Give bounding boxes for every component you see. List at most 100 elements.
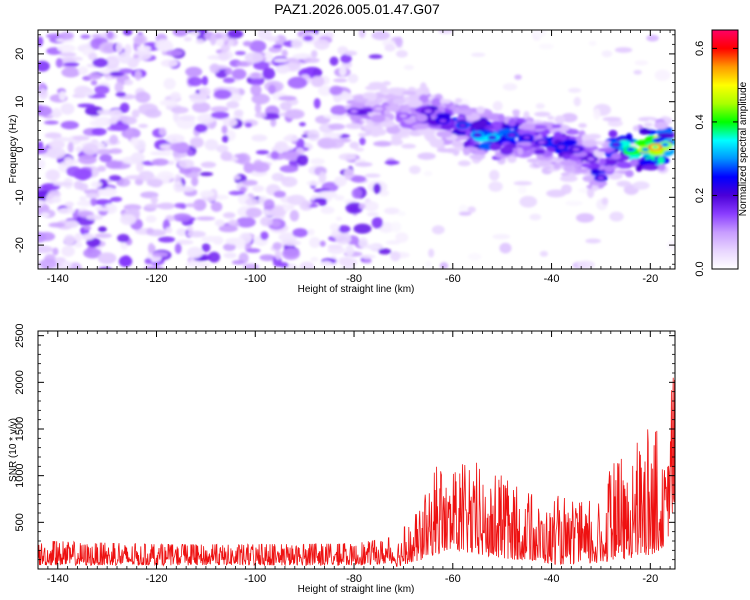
noise-blob — [72, 135, 90, 141]
signal-peak — [400, 114, 407, 118]
noise-blob — [63, 234, 76, 246]
noise-blob — [310, 158, 325, 165]
noise-blob — [53, 181, 73, 187]
signal-blob — [547, 115, 555, 120]
signal-peak — [523, 136, 530, 140]
signal-blob — [512, 109, 520, 119]
spectrogram-field — [38, 30, 675, 269]
noise-blob — [83, 91, 95, 97]
signal-blob — [345, 123, 363, 130]
signal-blob — [612, 146, 620, 153]
noise-blob — [438, 30, 454, 35]
noise-blob — [82, 233, 95, 241]
noise-blob — [134, 178, 144, 186]
noise-blob — [110, 121, 130, 132]
colorbar-tick-label: 0.0 — [694, 261, 706, 276]
snr-series-line — [38, 377, 675, 567]
noise-blob — [539, 250, 549, 257]
noise-blob — [334, 195, 345, 201]
noise-blob — [502, 83, 518, 91]
noise-blob — [133, 54, 140, 59]
noise-blob — [151, 251, 169, 257]
noise-blob — [333, 78, 348, 83]
signal-blob — [349, 103, 364, 109]
noise-blob — [108, 148, 123, 154]
signal-blob — [654, 121, 669, 130]
noise-blob — [242, 40, 253, 47]
noise-blob — [467, 253, 482, 261]
signal-blob — [519, 123, 536, 131]
signal-peak — [652, 145, 659, 149]
signal-blob — [587, 133, 601, 140]
noise-blob — [80, 34, 91, 40]
noise-blob — [538, 43, 554, 50]
noise-blob — [92, 58, 109, 68]
noise-blob — [299, 122, 306, 127]
noise-blob — [423, 170, 433, 177]
x-tick-label: -40 — [544, 573, 560, 585]
signal-blob — [507, 155, 517, 163]
signal-blob — [439, 99, 452, 104]
noise-blob — [97, 252, 117, 265]
noise-blob — [122, 30, 133, 36]
noise-blob — [98, 187, 118, 197]
noise-blob — [287, 194, 306, 206]
signal-blob — [387, 87, 400, 95]
signal-blob — [349, 141, 360, 149]
signal-blob — [534, 111, 551, 117]
noise-blob — [179, 167, 193, 175]
noise-blob — [201, 75, 209, 86]
noise-blob — [160, 59, 179, 68]
noise-blob — [251, 93, 270, 105]
noise-blob — [614, 47, 633, 53]
signal-blob — [386, 125, 401, 135]
signal-peak — [642, 148, 649, 151]
noise-blob — [322, 132, 342, 138]
signal-blob — [657, 156, 665, 165]
x-tick-label: -100 — [244, 273, 266, 285]
noise-blob — [196, 216, 216, 221]
noise-blob — [58, 32, 74, 40]
noise-blob — [335, 216, 343, 221]
noise-blob — [250, 78, 264, 86]
noise-blob — [218, 51, 230, 61]
signal-blob — [469, 154, 486, 160]
signal-blob — [526, 158, 540, 163]
snr-y-ticks: 500 1000 1500 2000 2500 — [14, 323, 675, 570]
noise-blob — [328, 123, 345, 130]
signal-blob — [368, 81, 385, 88]
spectrogram-blobs — [38, 30, 675, 269]
noise-blob — [201, 243, 211, 253]
x-tick-label: -80 — [346, 273, 362, 285]
noise-blob — [345, 244, 355, 257]
noise-blob — [366, 212, 379, 217]
noise-blob — [363, 201, 379, 212]
noise-blob — [270, 117, 277, 127]
noise-blob — [97, 142, 106, 149]
noise-blob — [63, 62, 80, 67]
noise-blob — [220, 151, 233, 162]
noise-blob — [329, 85, 343, 96]
noise-blob — [55, 265, 67, 269]
signal-blob — [370, 128, 386, 136]
noise-blob — [109, 196, 123, 202]
noise-blob — [189, 137, 204, 148]
noise-blob — [301, 200, 311, 208]
noise-blob — [309, 236, 321, 248]
noise-blob — [385, 240, 401, 245]
noise-blob — [200, 161, 217, 168]
noise-blob — [208, 251, 221, 263]
noise-blob — [268, 84, 276, 95]
signal-peak — [588, 157, 595, 161]
noise-blob — [274, 249, 282, 260]
noise-blob — [58, 90, 67, 101]
signal-peak — [459, 124, 466, 128]
noise-blob — [403, 64, 415, 70]
noise-blob — [48, 222, 65, 228]
noise-blob — [161, 149, 172, 156]
colorbar-frame — [711, 29, 739, 270]
noise-blob — [513, 181, 533, 186]
noise-blob — [235, 238, 246, 250]
noise-blob — [97, 109, 116, 116]
noise-blob — [66, 220, 79, 228]
